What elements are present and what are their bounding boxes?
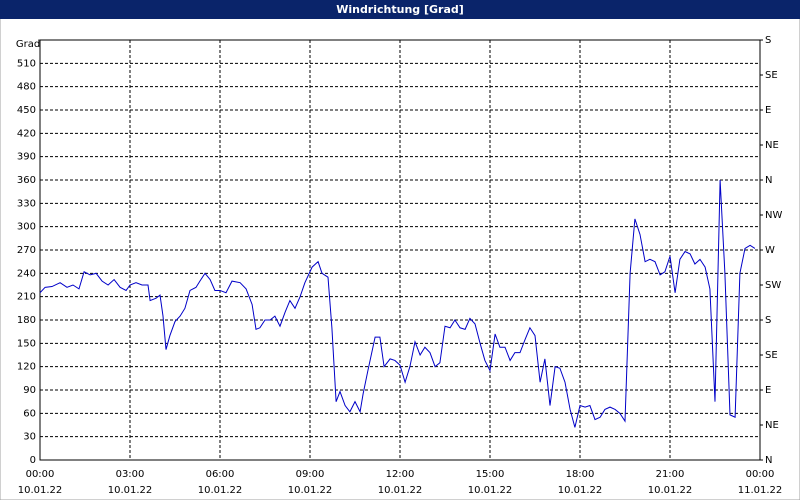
x-tick-date: 10.01.22	[108, 485, 153, 496]
title-bar	[0, 0, 800, 19]
y-tick-label: 210	[17, 292, 36, 303]
x-tick-date: 10.01.22	[558, 485, 603, 496]
x-tick-label: 12:00	[386, 469, 415, 480]
y2-tick-label: NE	[765, 420, 779, 431]
y-tick-label: 90	[23, 385, 36, 396]
plot-frame	[39, 39, 761, 461]
x-tick-date: 10.01.22	[198, 485, 243, 496]
data-line	[39, 179, 756, 428]
y-tick-label: 510	[17, 58, 36, 69]
y2-tick-label: E	[765, 385, 771, 396]
y-tick-label: 270	[17, 245, 36, 256]
y2-tick-label: SE	[765, 70, 778, 81]
x-tick-label: 06:00	[206, 469, 235, 480]
y-tick-label: 240	[17, 268, 36, 279]
x-tick-label: 18:00	[566, 469, 595, 480]
y2-tick-label: N	[765, 455, 772, 466]
x-tick-label: 00:00	[26, 469, 55, 480]
y2-tick-label: SE	[765, 350, 778, 361]
y-tick-label: 330	[17, 198, 36, 209]
x-tick-label: 15:00	[476, 469, 505, 480]
y2-tick-label: SW	[765, 280, 781, 291]
x-tick-label: 03:00	[116, 469, 145, 480]
y-tick-label: 60	[23, 408, 36, 419]
x-tick-label: 21:00	[656, 469, 685, 480]
y-tick-label: 30	[23, 432, 36, 443]
chart-title: Windrichtung [Grad]	[336, 3, 464, 16]
y-tick-label: 150	[17, 338, 36, 349]
x-tick-date: 10.01.22	[648, 485, 693, 496]
x-tick-date: 10.01.22	[288, 485, 333, 496]
x-tick-label: 09:00	[296, 469, 325, 480]
y2-tick-label: W	[765, 245, 775, 256]
y2-tick-label: E	[765, 105, 771, 116]
y2-tick-label: N	[765, 175, 772, 186]
x-tick-date: 10.01.22	[18, 485, 63, 496]
y2-tick-label: S	[765, 35, 771, 46]
y2-tick-label: NW	[765, 210, 782, 221]
y-tick-label: 390	[17, 152, 36, 163]
x-tick-date: 10.01.22	[378, 485, 423, 496]
y-tick-label: 0	[30, 455, 36, 466]
y-tick-label: 420	[17, 128, 36, 139]
x-tick-label: 00:00	[746, 469, 775, 480]
x-tick-date: 10.01.22	[468, 485, 513, 496]
y-tick-label: 120	[17, 362, 36, 373]
y2-tick-label: NE	[765, 140, 779, 151]
y-tick-label: 180	[17, 315, 36, 326]
y-axis-label: Grad	[16, 39, 40, 50]
y2-tick-label: S	[765, 315, 771, 326]
x-tick-date: 11.01.22	[738, 485, 783, 496]
y-tick-label: 450	[17, 105, 36, 116]
y-tick-label: 300	[17, 222, 36, 233]
y-tick-label: 480	[17, 82, 36, 93]
y-tick-label: 360	[17, 175, 36, 186]
